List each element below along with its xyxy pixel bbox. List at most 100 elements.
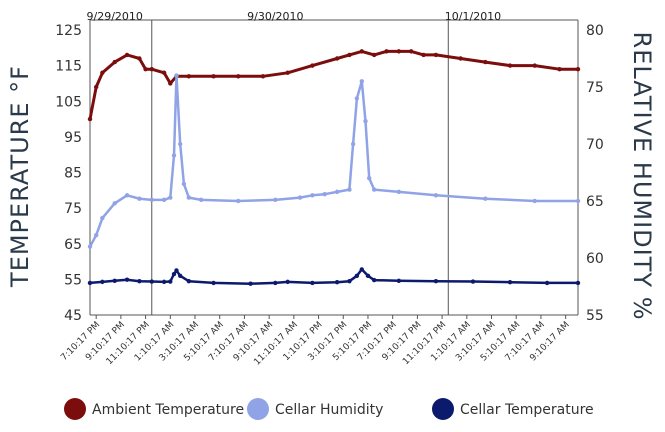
left-tick-label: 45 [64, 308, 82, 324]
data-point [532, 198, 537, 204]
data-point [359, 49, 364, 54]
legend: Ambient Temperature Cellar Humidity Cellar… [64, 398, 594, 420]
data-point [124, 193, 130, 198]
right-tick-label: 60 [586, 251, 604, 267]
legend-swatch [247, 398, 269, 420]
data-point [87, 244, 93, 249]
left-tick-label: 125 [55, 23, 82, 39]
left-tick-label: 85 [64, 166, 82, 182]
right-axis-ticks: 55 60 65 70 75 80 [586, 23, 604, 324]
data-point [396, 278, 402, 283]
data-point [433, 278, 439, 284]
data-point [168, 81, 173, 86]
data-point [186, 74, 192, 79]
data-point [359, 79, 364, 84]
data-point [347, 52, 352, 58]
data-point [168, 279, 173, 284]
data-point [100, 70, 105, 75]
data-point [285, 70, 290, 75]
date-label: 10/1/2010 [445, 10, 501, 23]
data-point [575, 198, 581, 204]
data-point [365, 273, 371, 279]
data-point [198, 197, 204, 203]
data-point [161, 279, 167, 285]
left-tick-label: 105 [55, 94, 82, 110]
data-point [112, 201, 117, 206]
data-point [177, 273, 183, 279]
right-axis-label: RELATIVE HUMIDITY % [628, 32, 656, 321]
series-line [88, 49, 578, 120]
data-point [273, 280, 278, 286]
data-point [359, 267, 364, 272]
data-point [334, 189, 340, 195]
data-point [100, 215, 105, 221]
data-point [161, 70, 167, 75]
data-point [171, 153, 177, 158]
left-axis-ticks: 45 55 65 75 85 95 105 115 125 [55, 23, 82, 324]
data-point [174, 73, 179, 78]
legend-label: Cellar Temperature [460, 402, 594, 418]
data-point [137, 56, 142, 61]
data-point [149, 279, 154, 284]
data-point [285, 279, 290, 285]
data-point [211, 280, 216, 286]
data-point [236, 198, 241, 204]
data-point [350, 141, 356, 147]
data-point [124, 277, 130, 282]
data-point [186, 195, 192, 200]
data-point [181, 181, 187, 187]
series-cellar-temperature [87, 267, 581, 286]
data-point [483, 59, 488, 65]
left-tick-label: 95 [64, 130, 82, 146]
day-boundaries [151, 20, 449, 315]
series-line [88, 74, 578, 248]
right-tick-label: 65 [586, 194, 604, 210]
legend-item: Cellar Humidity [247, 398, 383, 420]
data-point [421, 52, 426, 58]
data-point [143, 66, 148, 72]
right-tick-label: 55 [586, 308, 604, 324]
data-point [236, 74, 241, 79]
series-cellar-humidity [87, 73, 581, 249]
date-labels: 9/29/2010 9/30/2010 10/1/2010 [87, 10, 502, 23]
data-point [174, 268, 179, 273]
data-point [433, 193, 439, 198]
data-point [396, 49, 402, 54]
data-point [124, 52, 130, 58]
right-tick-label: 75 [586, 80, 604, 96]
data-point [87, 116, 93, 122]
data-point [470, 279, 476, 284]
data-point [310, 280, 315, 286]
data-point [297, 195, 303, 200]
data-point [273, 197, 278, 203]
right-tick-label: 80 [586, 23, 604, 39]
legend-item: Ambient Temperature [64, 398, 244, 420]
date-label: 9/30/2010 [247, 10, 303, 23]
data-point [112, 59, 117, 65]
data-point [310, 193, 315, 198]
left-tick-label: 55 [64, 272, 82, 288]
data-point [177, 141, 183, 147]
left-axis-label: TEMPERATURE °F [6, 65, 34, 288]
data-point [137, 278, 142, 284]
legend-swatch [64, 398, 86, 420]
data-point [137, 196, 142, 201]
data-point [458, 56, 463, 61]
data-point [322, 191, 327, 197]
data-point [544, 280, 550, 286]
data-point [575, 66, 581, 72]
data-point [149, 197, 154, 203]
data-point [171, 271, 177, 277]
data-point [260, 74, 266, 79]
series-layer [87, 49, 581, 286]
data-point [507, 63, 513, 68]
data-point [396, 189, 402, 195]
data-point [100, 279, 105, 285]
data-point [367, 176, 372, 181]
data-point [168, 195, 173, 200]
data-point [483, 196, 488, 201]
data-point [532, 63, 537, 68]
data-point [557, 66, 562, 72]
